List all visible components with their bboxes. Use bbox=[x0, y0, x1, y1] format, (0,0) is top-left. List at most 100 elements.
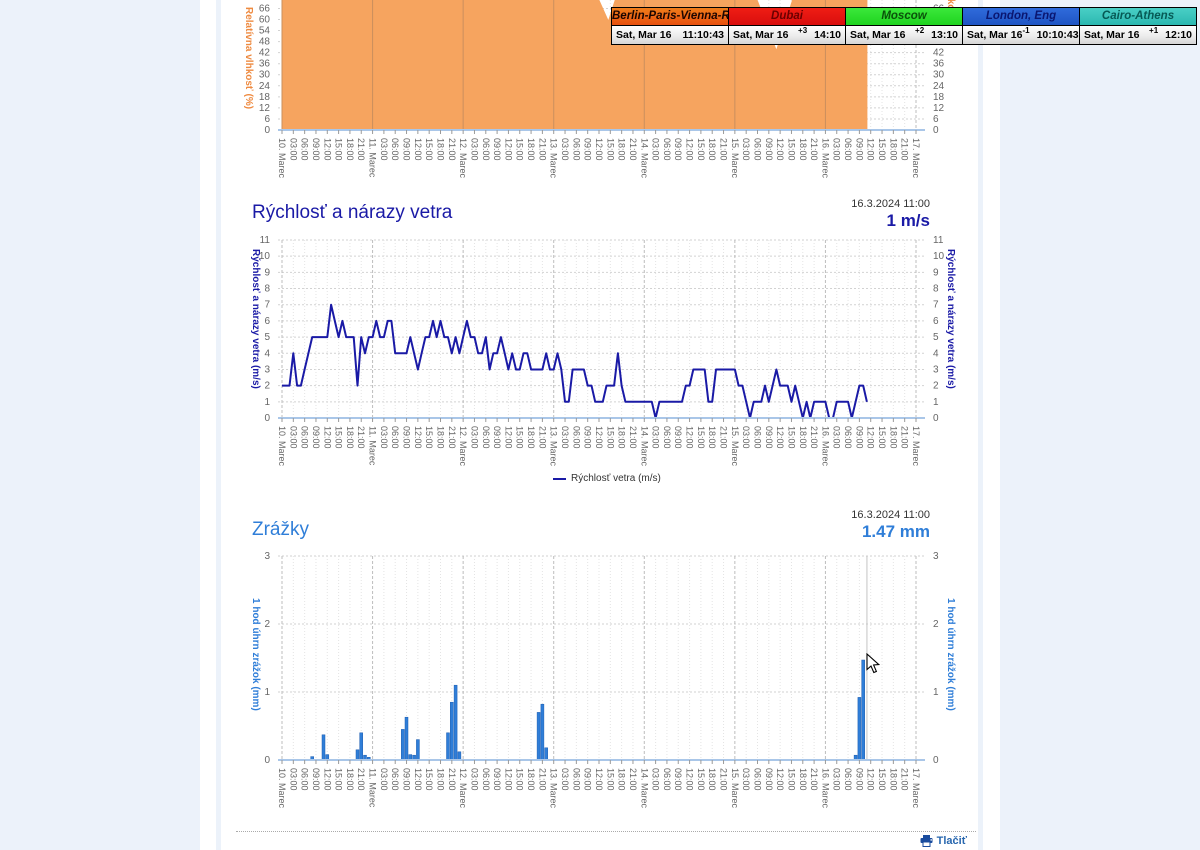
x-axis-label: 18:00 bbox=[707, 138, 717, 161]
precip-bar bbox=[416, 739, 420, 761]
x-axis-label: 06:00 bbox=[843, 768, 853, 791]
x-axis-label: 12:00 bbox=[685, 138, 695, 161]
y-axis-label: 1 bbox=[264, 397, 270, 408]
x-axis-label: 12. Marec bbox=[458, 426, 468, 467]
clock-zone-time: Sat, Mar 16 +1 12:10 bbox=[1080, 26, 1196, 44]
mouse-cursor bbox=[866, 653, 881, 674]
x-axis-label: 06:00 bbox=[481, 426, 491, 449]
y-axis-label: 5 bbox=[933, 332, 939, 343]
x-axis-label: 03:00 bbox=[560, 426, 570, 449]
y-axis-label: 2 bbox=[264, 381, 270, 392]
x-axis-label: 18:00 bbox=[888, 768, 898, 791]
y-axis-label: 18 bbox=[933, 92, 945, 103]
precip-bar bbox=[861, 659, 865, 761]
x-axis-label: 09:00 bbox=[764, 768, 774, 791]
x-axis-label: 13. Marec bbox=[549, 138, 559, 179]
x-axis-label: 12:00 bbox=[413, 426, 423, 449]
x-axis-label: 06:00 bbox=[752, 138, 762, 161]
x-axis-label: 12:00 bbox=[775, 426, 785, 449]
x-axis-label: 03:00 bbox=[288, 426, 298, 449]
x-axis-label: 15:00 bbox=[605, 768, 615, 791]
y-axis-label: 48 bbox=[259, 37, 271, 48]
wind-chart-title: Rýchlosť a nárazy vetra bbox=[252, 202, 453, 223]
x-axis-label: 15. Marec bbox=[730, 426, 740, 467]
clock-zone-name: Dubai bbox=[729, 8, 845, 26]
y-axis-label: 3 bbox=[264, 551, 270, 562]
x-axis-label: 18:00 bbox=[526, 138, 536, 161]
x-axis-label: 21:00 bbox=[447, 426, 457, 449]
y-axis-label: 42 bbox=[933, 48, 945, 59]
precip-bar bbox=[857, 697, 862, 761]
clock-zone-name: Moscow bbox=[846, 8, 962, 26]
panel-border-right bbox=[978, 0, 983, 850]
print-label: Tlačiť bbox=[936, 835, 967, 847]
x-axis-label: 21:00 bbox=[447, 768, 457, 791]
y-axis-label: 24 bbox=[259, 81, 271, 92]
clock-zone-time: Sat, Mar 16 11:10:43 bbox=[612, 26, 728, 44]
clock-zone-panel: London, Eng Sat, Mar 16 -1 10:10:43 bbox=[963, 8, 1080, 44]
x-axis-label: 15:00 bbox=[424, 426, 434, 449]
x-axis-label: 09:00 bbox=[492, 138, 502, 161]
x-axis-label: 18:00 bbox=[617, 426, 627, 449]
x-axis-label: 17. Marec bbox=[911, 768, 921, 809]
x-axis-label: 09:00 bbox=[311, 426, 321, 449]
x-axis-label: 03:00 bbox=[560, 138, 570, 161]
y-axis-label: 0 bbox=[933, 125, 939, 136]
precip-bar bbox=[450, 701, 454, 761]
x-axis-label: 06:00 bbox=[390, 768, 400, 791]
x-axis-label: 12:00 bbox=[685, 426, 695, 449]
x-axis-label: 09:00 bbox=[764, 426, 774, 449]
x-axis-label: 06:00 bbox=[481, 768, 491, 791]
x-axis-label: 12. Marec bbox=[458, 138, 468, 179]
x-axis-label: 21:00 bbox=[900, 768, 910, 791]
x-axis-label: 03:00 bbox=[379, 768, 389, 791]
x-axis-label: 03:00 bbox=[379, 426, 389, 449]
precip-bar bbox=[446, 732, 450, 761]
x-axis-label: 21:00 bbox=[900, 138, 910, 161]
x-axis-label: 03:00 bbox=[379, 138, 389, 161]
wind-legend-label: Rýchlosť vetra (m/s) bbox=[571, 473, 661, 484]
y-axis-label: 30 bbox=[933, 70, 945, 81]
x-axis-label: 15:00 bbox=[786, 138, 796, 161]
y-axis-label: 10 bbox=[259, 251, 271, 262]
y-axis-label: 12 bbox=[259, 103, 271, 114]
x-axis-label: 21:00 bbox=[356, 138, 366, 161]
x-axis-label: 15:00 bbox=[786, 768, 796, 791]
y-axis-label: 66 bbox=[259, 3, 271, 14]
x-axis-label: 12:00 bbox=[685, 768, 695, 791]
x-axis-label: 12:00 bbox=[503, 426, 513, 449]
wind-legend[interactable]: Rýchlosť vetra (m/s) bbox=[553, 473, 661, 484]
clock-zone-panel: Berlin-Paris-Vienna-RomaSat, Mar 1611:10… bbox=[612, 8, 729, 44]
divider bbox=[236, 831, 976, 832]
x-axis-label: 09:00 bbox=[402, 138, 412, 161]
wind-chart: 10. Marec 03:00 06:00 09:00 12:00 15:00 18:00 2… bbox=[250, 235, 956, 467]
clock-zone-panel: Cairo-Athens Sat, Mar 16 +1 12:10 bbox=[1080, 8, 1196, 44]
x-axis-label: 09:00 bbox=[311, 768, 321, 791]
y-axis-label: 0 bbox=[264, 755, 270, 766]
x-axis-label: 15:00 bbox=[515, 426, 525, 449]
x-axis-label: 18:00 bbox=[526, 426, 536, 449]
y-axis-label: 7 bbox=[933, 300, 939, 311]
x-axis-label: 03:00 bbox=[741, 426, 751, 449]
x-axis-label: 09:00 bbox=[402, 426, 412, 449]
x-axis-label: 09:00 bbox=[583, 768, 593, 791]
x-axis-label: 14. Marec bbox=[639, 426, 649, 467]
x-axis-label: 11. Marec bbox=[368, 138, 378, 178]
y-axis-label: 8 bbox=[933, 284, 939, 295]
x-axis-label: 18:00 bbox=[798, 426, 808, 449]
x-axis-label: 17. Marec bbox=[911, 138, 921, 179]
precip-chart-title: Zrážky bbox=[252, 519, 309, 540]
precip-bar bbox=[453, 684, 458, 761]
precip-bar bbox=[536, 712, 541, 761]
x-axis-label: 06:00 bbox=[571, 426, 581, 449]
wind-current-time: 16.3.2024 11:00 bbox=[851, 198, 930, 210]
x-axis-label: 15:00 bbox=[424, 138, 434, 161]
x-axis-label: 15:00 bbox=[424, 768, 434, 791]
x-axis-label: 03:00 bbox=[560, 768, 570, 791]
x-axis-label: 09:00 bbox=[854, 138, 864, 161]
x-axis-label: 15:00 bbox=[786, 426, 796, 449]
print-link[interactable]: Tlačiť bbox=[920, 835, 967, 847]
x-axis-label: 06:00 bbox=[662, 426, 672, 449]
x-axis-label: 15:00 bbox=[877, 138, 887, 161]
y-axis-label: 4 bbox=[933, 348, 939, 359]
